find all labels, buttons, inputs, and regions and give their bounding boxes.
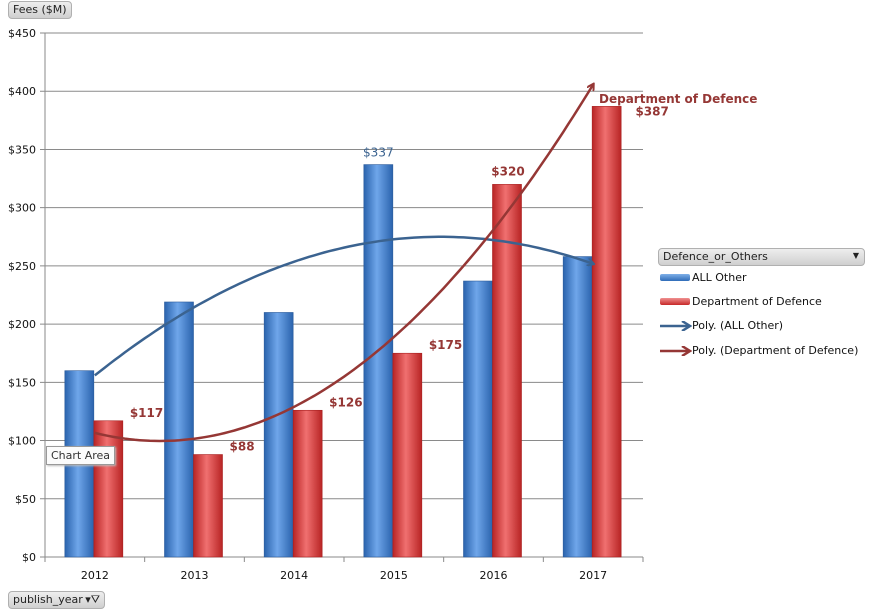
chevron-down-icon[interactable]: ▼ — [852, 251, 859, 260]
bar-department-of-defence — [292, 409, 323, 558]
x-tick-label: 2012 — [81, 569, 109, 582]
x-tick-label: 2015 — [380, 569, 408, 582]
data-label: $387 — [635, 104, 668, 118]
bar-all-other — [463, 280, 493, 558]
axis-field-label: publish_year — [13, 593, 83, 606]
data-label: $175 — [429, 338, 462, 352]
bar-department-of-defence — [392, 352, 423, 558]
bar-all-other — [363, 164, 394, 558]
y-tick-label: $400 — [8, 85, 36, 98]
legend-item-all-other[interactable]: ALL Other — [660, 271, 747, 284]
bar-all-other — [164, 301, 194, 558]
chart-area-tooltip: Chart Area — [46, 446, 116, 465]
legend-label: Department of Defence — [692, 295, 822, 308]
legend-field-button[interactable]: Defence_or_Others ▼ — [658, 248, 865, 266]
legend-label: ALL Other — [692, 271, 747, 284]
y-tick-label: $350 — [8, 143, 36, 156]
legend-item-poly-defence[interactable]: Poly. (Department of Defence) — [660, 344, 858, 357]
trendline-annotation: Department of Defence — [599, 92, 757, 106]
y-tick-label: $0 — [22, 551, 36, 564]
y-tick-label: $300 — [8, 202, 36, 215]
data-label: $126 — [329, 395, 362, 409]
x-tick-label: 2013 — [181, 569, 209, 582]
bar-department-of-defence — [193, 454, 223, 558]
arrow-right-icon — [660, 320, 692, 331]
value-field-button[interactable]: Fees ($M) — [8, 1, 72, 19]
arrow-right-icon — [660, 345, 692, 356]
y-tick-label: $250 — [8, 260, 36, 273]
bar-department-of-defence — [93, 420, 124, 558]
axis-field-button[interactable]: publish_year ▾⛛ — [8, 591, 105, 609]
legend-swatch-blue — [660, 274, 690, 281]
data-label: $117 — [130, 406, 163, 420]
trendline-all-other — [94, 235, 593, 377]
y-tick-label: $150 — [8, 376, 36, 389]
legend-label: Poly. (Department of Defence) — [692, 344, 859, 357]
legend-item-poly-all-other[interactable]: Poly. (ALL Other) — [660, 319, 783, 332]
data-label: $337 — [363, 146, 394, 160]
legend-item-defence[interactable]: Department of Defence — [660, 295, 822, 308]
data-label: $320 — [491, 164, 524, 178]
bar-all-other — [263, 312, 294, 558]
bar-all-other — [562, 256, 593, 558]
x-tick-label: 2014 — [280, 569, 308, 582]
bar-department-of-defence — [492, 184, 522, 558]
y-tick-label: $200 — [8, 318, 36, 331]
trendline-department-of-defence — [94, 84, 593, 443]
legend-field-label: Defence_or_Others — [663, 250, 768, 263]
y-tick-label: $50 — [15, 493, 36, 506]
data-label: $88 — [230, 440, 255, 454]
y-tick-label: $100 — [8, 435, 36, 448]
legend-label: Poly. (ALL Other) — [692, 319, 784, 332]
x-tick-label: 2017 — [579, 569, 607, 582]
filter-icon[interactable]: ▾⛛ — [85, 593, 100, 606]
x-tick-label: 2016 — [480, 569, 508, 582]
legend-swatch-red — [660, 298, 690, 305]
bar-department-of-defence — [591, 106, 622, 558]
y-tick-label: $450 — [8, 27, 36, 40]
